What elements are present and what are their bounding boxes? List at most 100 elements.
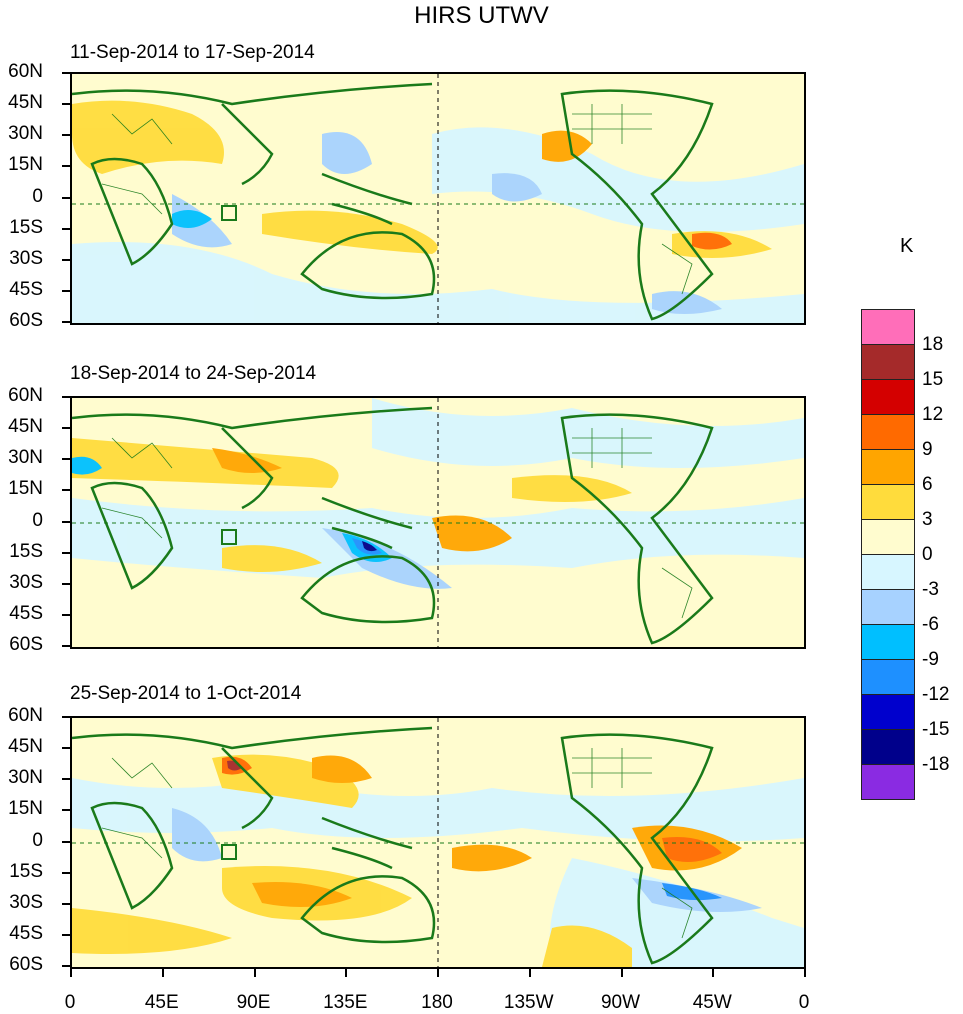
colorbar-label: 9	[922, 439, 933, 460]
colorbar-label: 18	[922, 334, 944, 355]
lat-tick-label: 60N	[8, 385, 43, 406]
lat-tick-label: 0	[32, 185, 43, 207]
lat-tick-mark	[62, 165, 70, 168]
lat-tick-label: 60N	[8, 705, 43, 726]
lat-tick-mark	[62, 427, 70, 430]
map-panel-2	[70, 396, 806, 649]
lat-tick-label: 45N	[8, 736, 43, 758]
lat-tick-mark	[62, 582, 70, 585]
lat-tick-label: 45S	[9, 278, 43, 300]
lat-tick-label: 15S	[9, 540, 43, 562]
colorbar-swatch	[861, 729, 915, 765]
lat-tick-label: 0	[32, 509, 43, 531]
lat-tick-mark	[62, 520, 70, 523]
lat-tick-label: 60S	[9, 954, 43, 975]
colorbar-swatch	[861, 624, 915, 660]
lat-tick-mark	[62, 645, 70, 647]
lat-tick-mark	[62, 747, 70, 750]
colorbar-label: 6	[922, 474, 933, 495]
lat-tick-mark	[62, 103, 70, 106]
colorbar-swatch	[861, 344, 915, 380]
lat-tick-mark	[62, 965, 70, 967]
lat-tick-label: 45S	[9, 602, 43, 624]
lat-tick-mark	[62, 551, 70, 554]
panel-title-2: 18-Sep-2014 to 24-Sep-2014	[70, 363, 317, 384]
lat-tick-mark	[62, 321, 70, 323]
panel-title-1: 11-Sep-2014 to 17-Sep-2014	[70, 42, 315, 63]
lon-tick-label: 0	[64, 992, 76, 1013]
lon-tick-mark	[345, 969, 348, 977]
lat-tick-mark	[62, 227, 70, 230]
colorbar-label: 3	[922, 509, 933, 530]
colorbar-swatch	[861, 694, 915, 730]
lon-tick-mark	[70, 969, 72, 977]
colorbar-label: 0	[922, 544, 933, 565]
lat-tick-mark	[62, 778, 70, 781]
lon-tick-mark	[161, 969, 164, 977]
lat-tick-mark	[62, 72, 70, 74]
colorbar-label: 15	[922, 369, 944, 390]
lat-tick-label: 60S	[9, 310, 43, 331]
lon-tick-label: 135E	[323, 992, 368, 1013]
lat-tick-label: 60N	[8, 61, 43, 82]
lat-tick-mark	[62, 258, 70, 261]
lon-tick-mark	[620, 969, 623, 977]
colorbar-label: 12	[922, 404, 944, 425]
panel-title-3: 25-Sep-2014 to 1-Oct-2014	[70, 683, 302, 704]
map-panel-3	[70, 716, 806, 969]
lon-tick-label: 180	[421, 992, 453, 1013]
colorbar-swatch	[861, 484, 915, 520]
lat-tick-label: 30S	[9, 247, 43, 269]
colorbar-swatch	[861, 554, 915, 590]
colorbar-swatch	[861, 414, 915, 450]
lat-tick-mark	[62, 902, 70, 905]
lat-tick-label: 0	[32, 829, 43, 851]
lat-tick-mark	[62, 489, 70, 492]
anomaly-field-2	[72, 398, 804, 647]
colorbar-swatch	[861, 309, 915, 345]
lon-tick-mark	[804, 969, 806, 977]
lat-tick-label: 30S	[9, 891, 43, 913]
colorbar-swatch	[861, 519, 915, 555]
map-panel-1	[70, 72, 806, 325]
colorbar-label: -15	[922, 719, 950, 740]
lat-tick-mark	[62, 458, 70, 461]
lat-tick-label: 45N	[8, 416, 43, 438]
lat-tick-label: 30N	[8, 123, 43, 145]
lat-tick-mark	[62, 716, 70, 718]
lon-tick-mark	[712, 969, 715, 977]
lat-tick-label: 15N	[8, 798, 43, 820]
lat-tick-mark	[62, 840, 70, 843]
lat-tick-label: 45S	[9, 922, 43, 944]
lat-tick-mark	[62, 613, 70, 616]
lat-tick-mark	[62, 196, 70, 199]
lat-tick-mark	[62, 289, 70, 292]
lat-tick-mark	[62, 134, 70, 137]
lat-tick-label: 15S	[9, 216, 43, 238]
colorbar-swatch	[861, 449, 915, 485]
colorbar-swatch	[861, 764, 915, 800]
lat-tick-label: 60S	[9, 634, 43, 655]
lon-tick-label: 135W	[503, 992, 554, 1013]
colorbar-label: -6	[922, 614, 939, 635]
lat-tick-label: 15S	[9, 860, 43, 882]
colorbar-swatch	[861, 589, 915, 625]
colorbar-label: -18	[922, 754, 950, 775]
colorbar-label: -9	[922, 649, 939, 670]
lat-tick-label: 15N	[8, 154, 43, 176]
lat-tick-label: 30N	[8, 767, 43, 789]
lat-tick-mark	[62, 809, 70, 812]
lon-tick-label: 45W	[692, 992, 732, 1013]
lat-tick-mark	[62, 933, 70, 936]
colorbar-label: -12	[922, 684, 950, 705]
lat-tick-label: 30S	[9, 571, 43, 593]
lat-tick-mark	[62, 396, 70, 398]
lat-tick-label: 45N	[8, 92, 43, 114]
anomaly-field-3	[72, 718, 804, 967]
colorbar-swatch	[861, 379, 915, 415]
colorbar-label: -3	[922, 579, 939, 600]
lat-tick-label: 30N	[8, 447, 43, 469]
colorbar-swatch	[861, 659, 915, 695]
figure-title: HIRS UTWV	[414, 2, 549, 29]
lat-tick-label: 15N	[8, 478, 43, 500]
